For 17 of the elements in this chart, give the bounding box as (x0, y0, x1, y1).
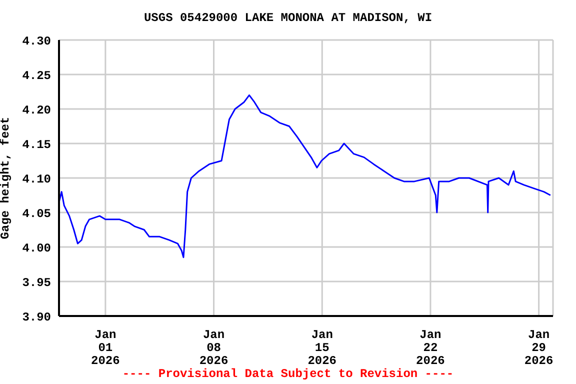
line-series (59, 94, 552, 258)
y-tick-label: 3.95 (22, 276, 51, 290)
y-tick-label: 4.10 (22, 172, 51, 186)
x-tick-label: Jan 22 2026 (416, 328, 445, 368)
x-tick-label: Jan 29 2026 (524, 328, 554, 368)
y-tick-label: 4.00 (22, 241, 51, 256)
x-tick-label: Jan 08 2026 (199, 328, 228, 368)
y-tick-label: 4.30 (22, 34, 51, 48)
y-tick-label: 4.15 (22, 138, 51, 152)
y-tick-label: 4.25 (22, 68, 51, 83)
chart-title: USGS 05429000 LAKE MONONA AT MADISON, WI (142, 11, 434, 25)
text: ---- Provisional Data Subject to Revision ---- (121, 367, 455, 381)
y-tick-label: 4.05 (22, 206, 51, 221)
x-tick-label: Jan 01 2026 (91, 328, 120, 368)
y-tick-label: 4.20 (22, 103, 51, 118)
y-tick-label: 3.90 (22, 310, 51, 324)
x-tick-label: Jan 15 2026 (308, 328, 337, 368)
